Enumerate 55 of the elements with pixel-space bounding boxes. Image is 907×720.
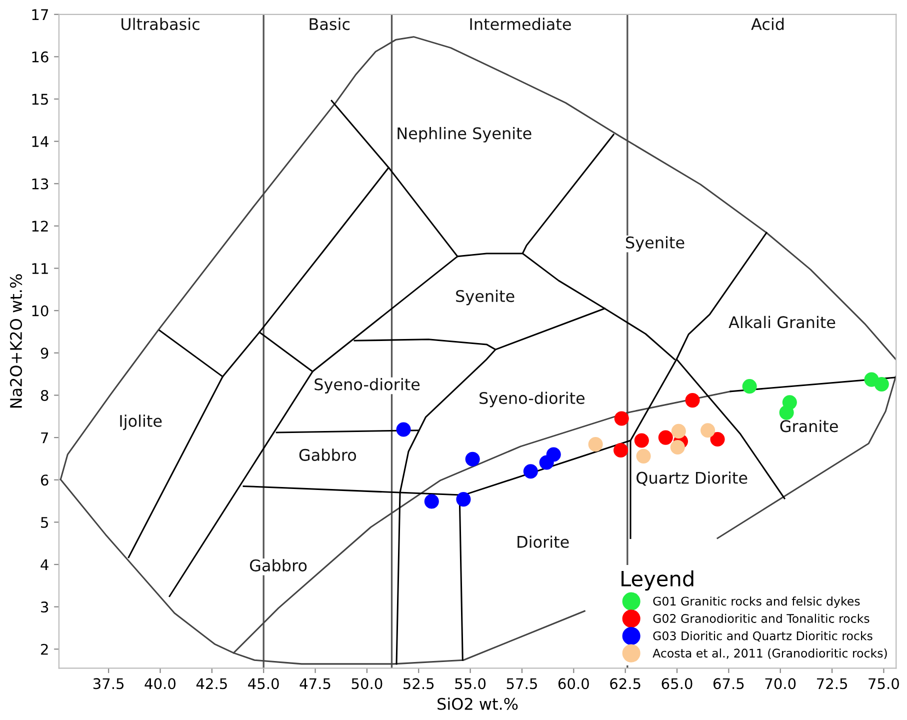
annotation: Granite [780,420,838,432]
annotation: Alkali Granite [728,316,836,328]
y-tick-label: 12 [32,220,48,232]
annotation: Quartz Diorite [636,471,748,486]
annotation: Syenite [626,236,684,252]
annotation: Gabbro [299,448,356,461]
y-tick-label: 5 [41,517,48,528]
x-axis-title: SiO2 wt.% [438,698,518,710]
y-tick-label: 13 [32,178,48,190]
y-tick-label: 3 [41,602,48,613]
y-tick-label: 9 [40,348,48,359]
x-tick-label: 75.0 [868,678,899,690]
x-tick-label: 50.0 [352,678,382,690]
y-tick-label: 17 [32,9,48,20]
annotation: Syeno-diorite [314,378,420,394]
legend-label: G02 Granodioritic and Tonalitic rocks [653,614,870,623]
x-tick-label: 57.5 [506,678,537,690]
annotation: Basic [310,18,350,30]
annotation: Syeno-diorite [480,392,585,408]
annotation: Nephline Syenite [398,126,532,142]
annotation: Gabbro [250,559,307,572]
annotation: Ultrabasic [122,18,200,30]
x-tick-label: 42.5 [196,678,227,690]
x-tick-label: 47.5 [300,678,330,690]
y-tick-label: 7 [41,432,48,444]
y-tick-label: 15 [32,94,48,105]
legend-label: G01 Granitic rocks and felsic dykes [653,596,860,608]
legend-title: Leyend [622,570,694,591]
x-tick-label: 37.5 [93,678,124,690]
y-tick-label: 14 [32,136,48,147]
annotation: Diorite [518,536,569,548]
y-axis-title: Na2O+K2O wt.% [10,274,22,408]
y-tick-label: 2 [41,644,48,655]
x-tick-label: 67.5 [713,678,744,690]
y-tick-label: 8 [40,390,48,401]
annotation: Intermediate [470,18,571,30]
y-tick-label: 11 [32,263,48,274]
y-tick-label: 6 [40,474,48,486]
annotation: Ijolite [120,414,162,430]
y-tick-label: 10 [32,305,48,316]
x-tick-label: 40.0 [144,678,176,690]
x-tick-label: 60.0 [558,678,589,690]
x-tick-label: 62.5 [610,678,640,690]
x-tick-label: 65.0 [662,678,692,690]
y-tick-label: 4 [40,559,48,570]
annotation: Syenite [456,290,514,306]
x-tick-label: 52.5 [404,678,434,690]
legend-label: G03 Dioritic and Quartz Dioritic rocks [653,631,872,642]
x-tick-label: 70.0 [765,678,796,690]
x-tick-label: 55.0 [455,678,486,690]
x-tick-label: 72.5 [817,678,847,690]
legend-label: Acosta et al., 2011 (Granodioritic rocks) [652,648,887,659]
y-tick-label: 16 [32,51,48,62]
annotation: Acid [751,18,784,30]
x-tick-label: 45.0 [248,678,279,690]
